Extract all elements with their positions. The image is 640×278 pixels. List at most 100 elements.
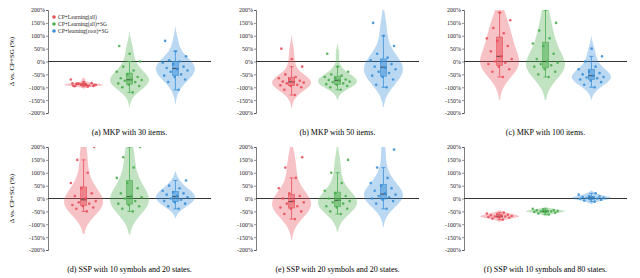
point (290, 58, 293, 61)
point (70, 182, 73, 185)
point (288, 78, 291, 81)
point (184, 202, 187, 205)
point (376, 52, 379, 55)
box (588, 69, 594, 79)
point (552, 209, 555, 212)
point (373, 65, 376, 68)
point (329, 210, 332, 213)
tick: -100% (237, 222, 256, 228)
point (381, 198, 384, 201)
point (556, 61, 559, 64)
point (510, 58, 513, 61)
y-axis: -200%-150%-100%-50%0%50%100%150%200% (237, 144, 257, 253)
y-label: Δ vs. CP+SG (%) (8, 173, 16, 223)
figure: -200%-150%-100%-50%0%50%100%150%200%(a) … (0, 0, 640, 278)
point (70, 78, 73, 81)
whisker-cap (82, 211, 86, 212)
tick: -50% (32, 72, 48, 78)
tick-mark (46, 173, 48, 174)
tick-label: -100% (237, 85, 253, 91)
point (577, 193, 580, 196)
tick-label: 200% (31, 144, 45, 150)
point (186, 69, 189, 72)
box (81, 187, 87, 206)
tick: 50% (34, 183, 48, 189)
point (134, 81, 137, 84)
box (127, 180, 133, 204)
subplot: -200%-150%-100%-50%0%50%100%150%200%(b) … (237, 3, 419, 137)
point (71, 82, 74, 85)
tick-label: -100% (29, 85, 45, 91)
whisker-cap (336, 89, 340, 90)
tick-mark (462, 211, 464, 212)
point (385, 208, 388, 211)
violin (364, 147, 403, 227)
point (330, 73, 333, 76)
point (502, 218, 505, 221)
tick-mark (462, 237, 464, 238)
tick: 200% (239, 144, 256, 150)
point (596, 77, 599, 80)
tick: -150% (29, 235, 48, 241)
tick: -200% (29, 110, 48, 116)
tick: -200% (445, 110, 464, 116)
point (185, 55, 188, 58)
whisker (337, 173, 338, 192)
whisker-cap (82, 159, 86, 160)
point (535, 58, 538, 61)
point (302, 81, 305, 84)
tick-label: 0% (245, 59, 253, 65)
point (342, 82, 345, 85)
point (554, 211, 557, 214)
tick: 0% (245, 59, 256, 65)
point (340, 74, 343, 77)
tick-mark (46, 49, 48, 50)
median (543, 61, 549, 62)
box (380, 59, 386, 76)
tick-mark (462, 87, 464, 88)
point (117, 202, 120, 205)
point (533, 65, 536, 68)
point (140, 79, 143, 82)
tick: 150% (447, 20, 464, 26)
tick: 100% (447, 33, 464, 39)
point (182, 192, 185, 195)
point (323, 76, 326, 79)
tick: 50% (450, 183, 464, 189)
point (502, 76, 505, 79)
point (132, 166, 135, 169)
violin (572, 191, 611, 205)
whisker-cap (82, 86, 86, 87)
point (494, 215, 497, 218)
whisker-cap (336, 172, 340, 173)
whisker-cap (544, 214, 548, 215)
point (130, 78, 133, 81)
point (592, 196, 595, 199)
box (172, 192, 178, 202)
point (177, 89, 180, 92)
point (506, 45, 509, 48)
point (131, 91, 134, 94)
point (371, 197, 374, 200)
tick-mark (254, 87, 256, 88)
tick-mark (462, 160, 464, 161)
point (377, 71, 380, 74)
point (539, 63, 542, 66)
point (131, 210, 134, 213)
point (78, 201, 81, 204)
tick: -50% (448, 72, 464, 78)
point (339, 213, 342, 216)
point (376, 166, 379, 169)
axis-line (462, 148, 465, 251)
tick-mark (254, 224, 256, 225)
point (283, 213, 286, 216)
point (339, 89, 342, 92)
tick-label: -100% (445, 85, 461, 91)
tick-label: -150% (29, 235, 45, 241)
tick: 0% (245, 196, 256, 202)
point (602, 76, 605, 79)
caption: (b) MKP with 50 items. (300, 128, 376, 137)
y-axis: -200%-150%-100%-50%0%50%100%150%200% (29, 7, 49, 116)
point (121, 208, 124, 211)
tick-mark (46, 160, 48, 161)
